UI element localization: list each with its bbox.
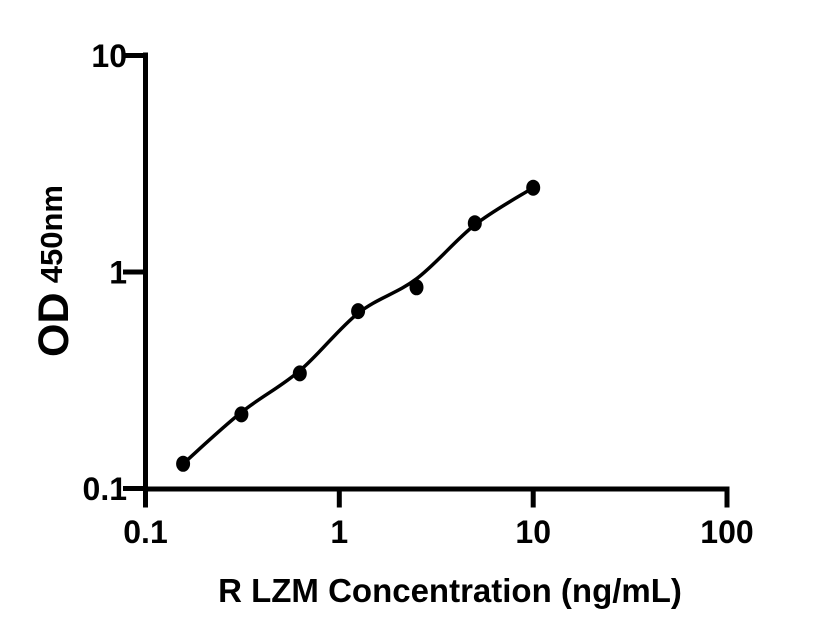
x-tick-label: 100: [700, 514, 753, 550]
axis-ticks: [123, 53, 730, 508]
axis-tick-labels: 10 1 0.1 0.1 1 10 100: [83, 38, 754, 550]
data-point: [234, 406, 249, 423]
y-axis-title: OD 450nm: [30, 185, 78, 357]
y-axis-title-main: OD: [30, 292, 78, 357]
axes: [143, 52, 730, 508]
x-tick-label: 0.1: [123, 514, 167, 550]
y-tick-label: 10: [91, 38, 127, 74]
y-tick-label: 1: [109, 255, 127, 291]
y-tick-label: 0.1: [83, 471, 127, 507]
data-point: [467, 215, 482, 232]
data-point: [409, 279, 424, 296]
data-point: [176, 455, 191, 472]
data-point: [526, 179, 541, 196]
fit-curve-line: [181, 185, 535, 466]
data-point: [292, 365, 307, 382]
x-tick-label: 10: [515, 514, 551, 550]
data-points: [176, 179, 541, 472]
data-point: [351, 303, 366, 320]
y-axis-title-sub: 450nm: [34, 185, 69, 283]
x-tick-label: 1: [330, 514, 348, 550]
x-axis-title: R LZM Concentration (ng/mL): [218, 572, 682, 609]
